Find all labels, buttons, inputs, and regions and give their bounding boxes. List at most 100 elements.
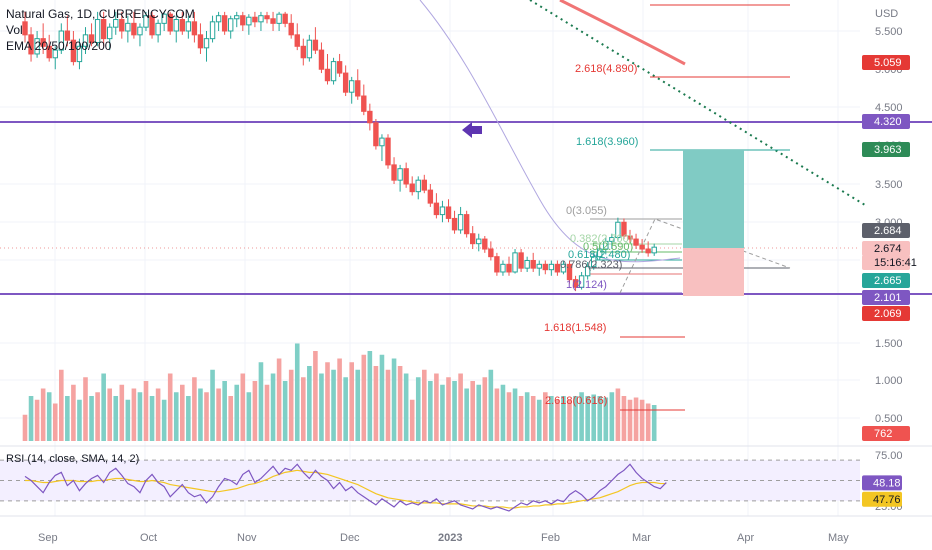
volume-bar: [567, 399, 572, 441]
volume-bar: [415, 377, 421, 441]
candle-body: [560, 263, 567, 273]
candle-body: [119, 19, 125, 32]
volume-bar: [59, 369, 64, 441]
volume-bar: [301, 377, 306, 441]
volume-bar: [385, 369, 391, 441]
volume-bar: [192, 377, 197, 441]
volume-bar: [186, 396, 191, 441]
candle-body: [58, 30, 64, 51]
volume-bar: [34, 399, 40, 441]
volume-bar: [530, 396, 536, 441]
volume-bar: [561, 396, 566, 441]
volume-bar: [355, 369, 361, 441]
candle-body: [578, 275, 585, 288]
candle-body: [349, 80, 355, 93]
volume-bar: [633, 397, 639, 441]
candle-body: [125, 22, 131, 32]
volume-bar: [518, 396, 524, 441]
arrow-marker: [462, 122, 482, 138]
candle-body: [615, 221, 621, 239]
candle-body: [137, 26, 143, 36]
long-profit-zone: [683, 150, 744, 248]
chart-legend: Natural Gas, 1D, CURRENCYCOM Vol EMA 20/…: [6, 6, 195, 54]
volume-bar: [373, 366, 379, 441]
volume-bar: [482, 377, 488, 441]
candle-body: [70, 39, 77, 63]
fib-level-label: 1.618(1.548): [544, 322, 606, 334]
volume-bar: [403, 373, 409, 441]
symbol-title[interactable]: Natural Gas, 1D, CURRENCYCOM: [6, 7, 195, 21]
candle-body: [185, 21, 192, 32]
candle-body: [603, 240, 609, 250]
price-tick: 4.500: [875, 102, 903, 114]
vol-legend[interactable]: Vol: [6, 23, 23, 37]
candle-body: [34, 38, 40, 55]
candle-body: [82, 34, 89, 47]
rsi-tick: 75.00: [875, 450, 903, 462]
candle-body: [566, 263, 573, 281]
time-scale[interactable]: Sep Oct Nov Dec 2023 Feb Mar Apr May: [0, 515, 932, 544]
price-label: 2.684: [874, 225, 902, 237]
volume-bar: [40, 388, 46, 441]
candle-body: [379, 137, 385, 147]
volume-bar: [651, 405, 657, 441]
candle-body: [385, 137, 391, 166]
volume-bar: [46, 392, 52, 441]
volume-bar: [113, 396, 119, 441]
price-label-bg: [862, 290, 910, 305]
time-tick: Mar: [632, 532, 651, 544]
volume-bar: [77, 399, 82, 441]
candle-body: [518, 252, 524, 269]
volume-bar: [210, 369, 215, 441]
candle-body: [415, 179, 421, 193]
fib-level-label: 0.382(2.700): [570, 233, 632, 245]
price-tick: 1.000: [875, 375, 903, 387]
volume-bar: [331, 369, 336, 441]
candle-body: [524, 260, 530, 269]
volume-bar: [161, 399, 167, 441]
rsi-pane[interactable]: RSI (14, close, SMA, 14, 2): [0, 445, 932, 512]
candle-body: [221, 15, 228, 32]
volume-bar: [627, 399, 633, 441]
candle-body: [167, 13, 173, 32]
volume-bar: [367, 351, 373, 441]
volume-bar: [252, 381, 258, 441]
price-scale[interactable]: USD5.5005.0004.5004.0003.5003.0001.5001.…: [862, 8, 917, 513]
rsi-value-bg: [862, 475, 902, 491]
volume-bar: [506, 392, 512, 441]
candle-body: [651, 246, 657, 254]
volume-bar: [216, 388, 221, 441]
volume-bar: [446, 377, 451, 441]
candle-body: [209, 21, 216, 40]
volume-bar: [228, 396, 233, 441]
candle-body: [113, 19, 119, 28]
candle-body: [131, 22, 137, 36]
volume-bar: [343, 377, 348, 441]
volume-bar: [379, 354, 385, 441]
ema-200-line: [559, 0, 686, 66]
candle-body: [52, 49, 58, 59]
volume-bar: [621, 396, 627, 441]
volume-bar: [28, 396, 34, 441]
volume-bar: [597, 396, 603, 441]
time-tick: Oct: [140, 532, 157, 544]
candle-body: [258, 15, 264, 23]
candle-body: [554, 263, 561, 273]
candle-body: [318, 49, 325, 70]
candle-body: [373, 122, 379, 147]
volume-bar: [361, 354, 367, 441]
rsi-value-label: 47.76: [873, 494, 901, 506]
candle-body: [512, 252, 518, 273]
candle-body: [330, 61, 337, 82]
volume-bar: [458, 373, 463, 441]
volume-bar: [180, 384, 185, 441]
fib-level-label: 1(2.124): [566, 279, 607, 291]
candle-body: [494, 256, 500, 273]
ema-legend[interactable]: EMA 20/50/100/200: [6, 39, 112, 53]
volume-bar: [500, 384, 506, 441]
rsi-tick: 25.00: [875, 501, 903, 513]
candle-body: [76, 45, 83, 63]
volume-bar: [579, 392, 584, 441]
candle-body: [403, 168, 409, 185]
